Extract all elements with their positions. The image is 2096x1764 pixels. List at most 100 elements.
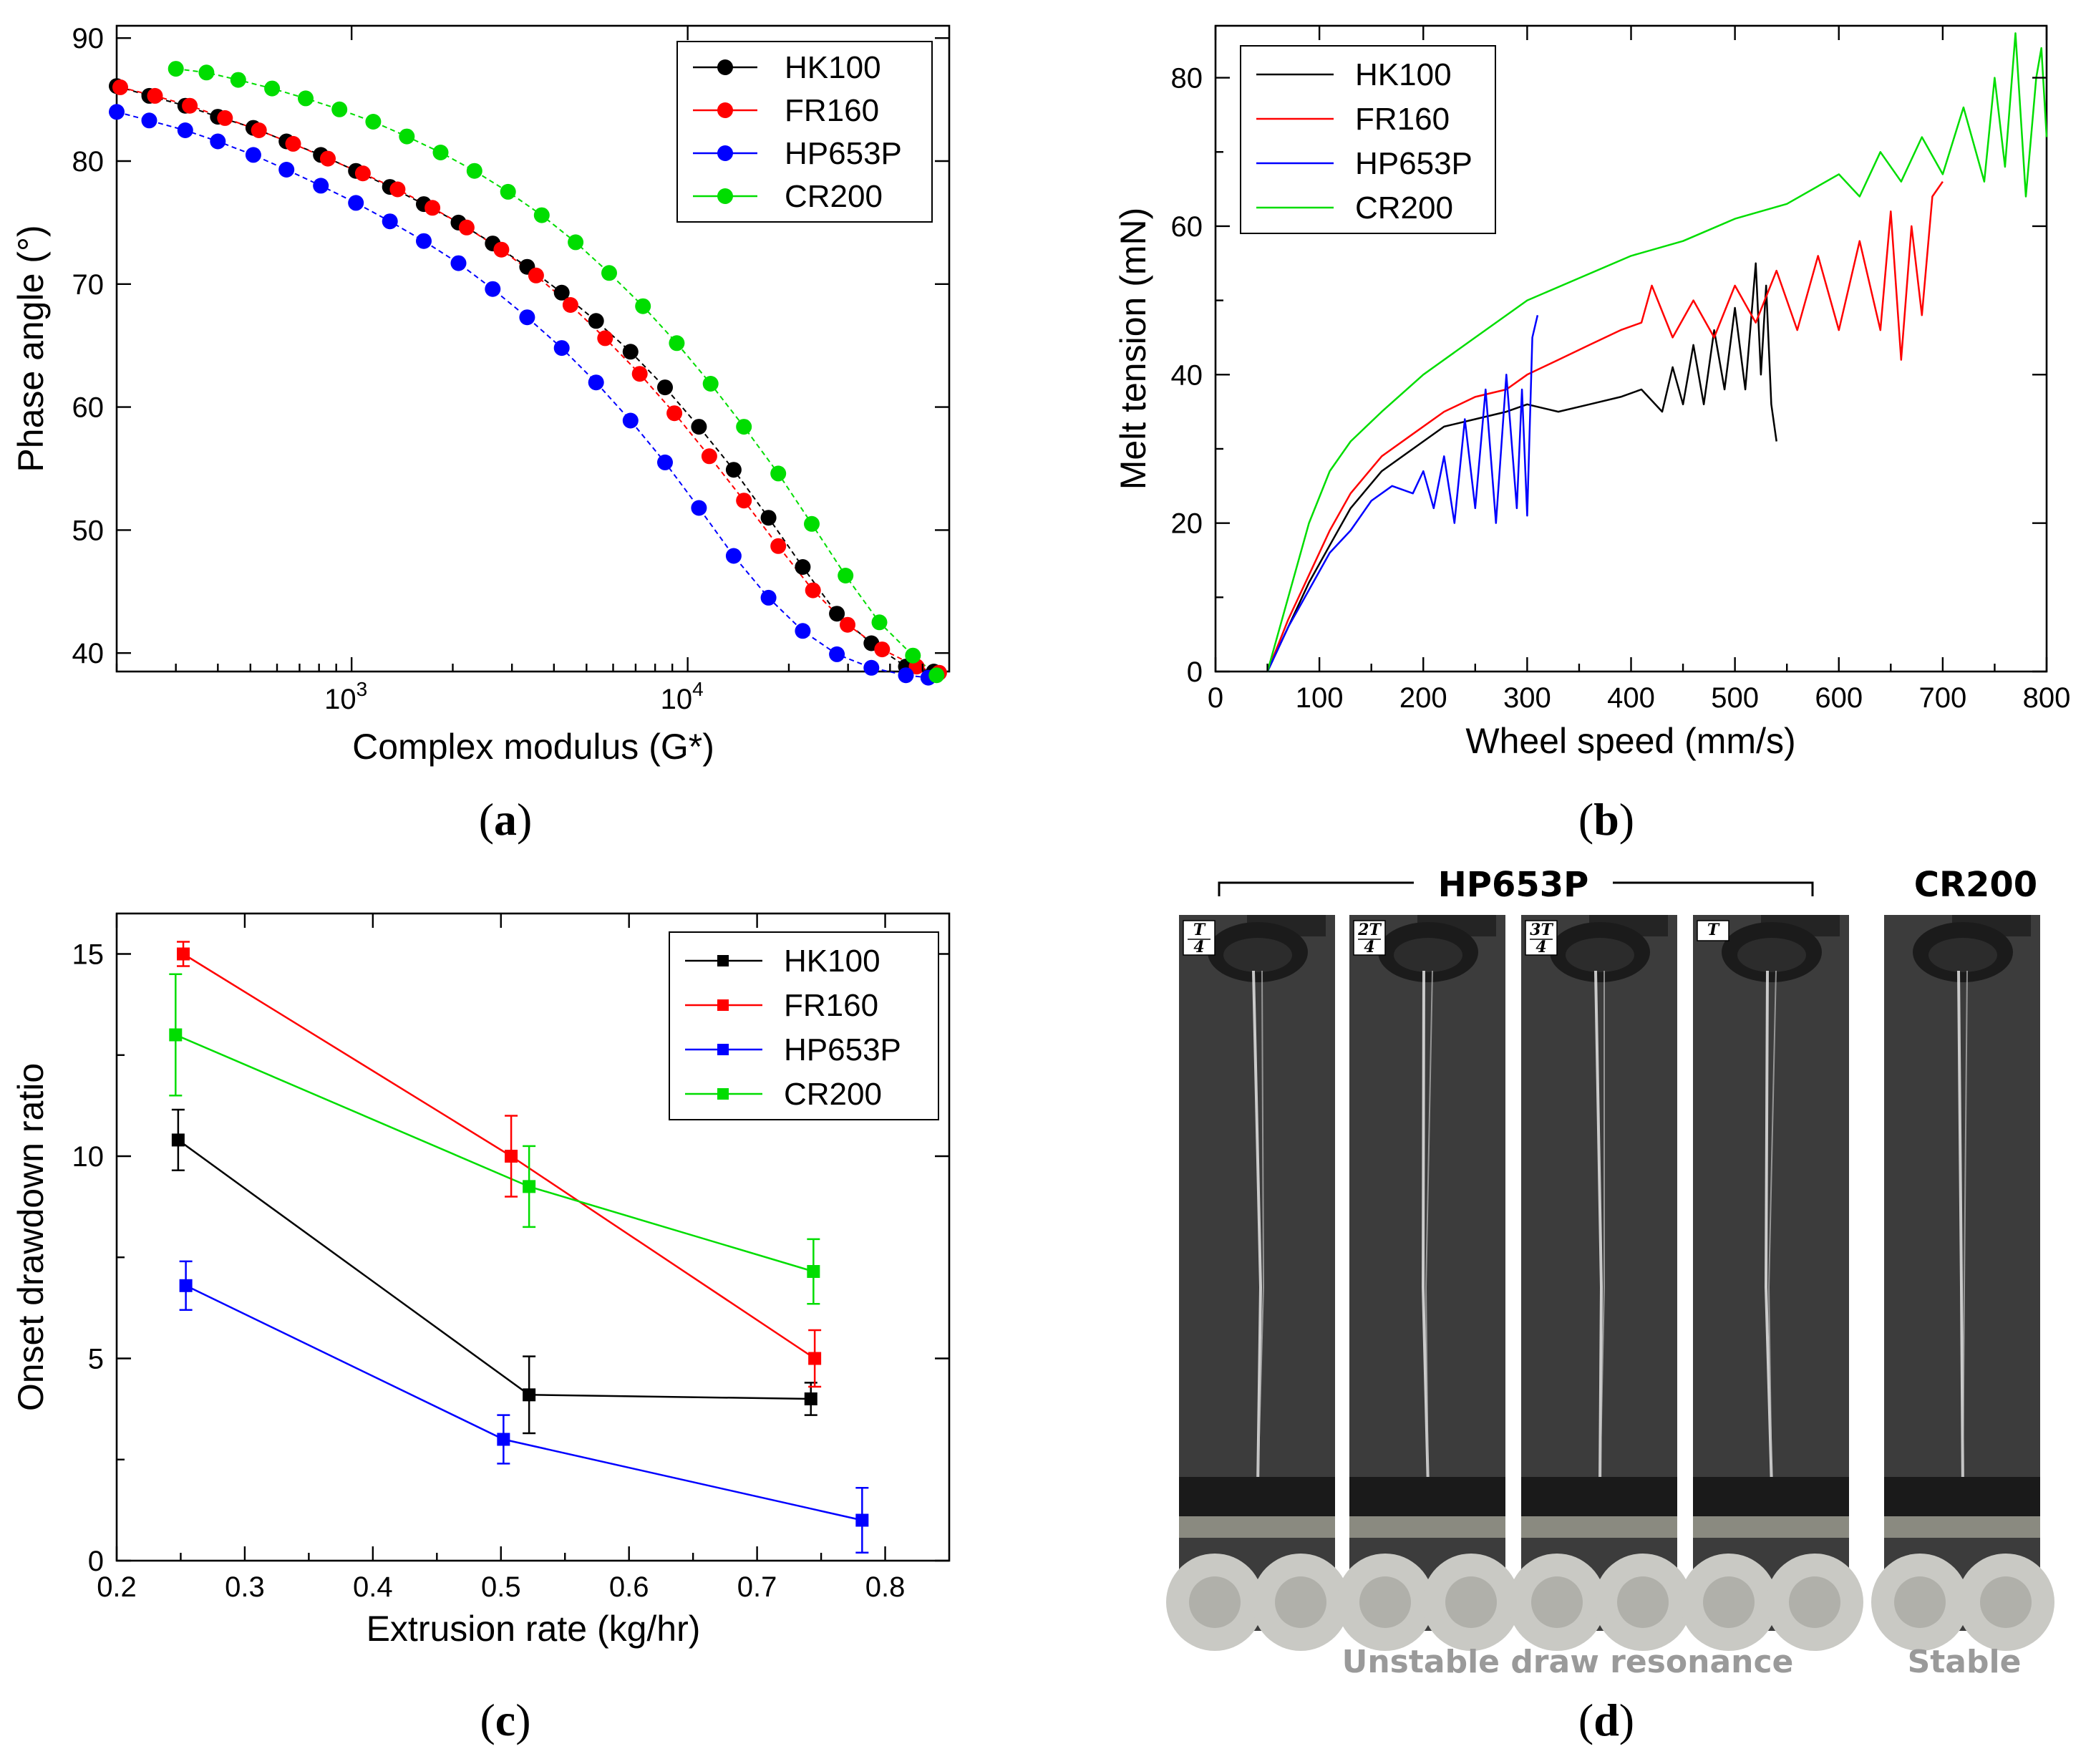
data-point-FR160 [424, 200, 441, 216]
y-tick-label: 80 [1171, 63, 1203, 94]
data-point-CR200 [365, 114, 382, 130]
data-point-CR200 [168, 61, 184, 77]
data-point-HP653P [588, 374, 604, 391]
legend-label: CR200 [784, 1077, 882, 1112]
x-tick-label: 104 [661, 678, 704, 715]
data-point-HP653P [141, 112, 157, 129]
x-tick-label: 0.5 [481, 1571, 521, 1603]
frame-period-numerator: 3T [1530, 921, 1553, 939]
data-point-HP653P [416, 233, 432, 249]
wheel-left-hub [1894, 1576, 1946, 1628]
y-tick-label: 40 [1171, 359, 1203, 391]
frame-period-denominator: 4 [1193, 938, 1204, 956]
y-tick-label: 60 [72, 392, 105, 424]
panel-c-caption: (c) [480, 1695, 530, 1745]
y-tick-label: 80 [72, 146, 105, 178]
data-point-CR200 [432, 145, 449, 160]
data-point-FR160 [217, 110, 233, 126]
wheel-right-hub [1445, 1576, 1497, 1628]
y-tick-label: 90 [72, 23, 105, 54]
panel-b-x-axis-label: Wheel speed (mm/s) [1465, 721, 1795, 761]
data-point-FR160 [808, 1352, 822, 1365]
legend-swatch-marker [717, 102, 733, 118]
frame-period-numerator: T [1707, 921, 1720, 939]
x-tick-label: 0 [1208, 682, 1223, 714]
extruder-die-face [1737, 938, 1806, 972]
y-tick-label: 10 [72, 1141, 105, 1173]
panel-a-x-axis-label: Complex modulus (G*) [352, 727, 714, 767]
data-point-HP653P [657, 454, 673, 470]
data-point-HP653P [898, 667, 914, 684]
legend-box [669, 931, 939, 1120]
data-point-FR160 [458, 219, 475, 236]
data-point-HP653P [245, 147, 261, 163]
data-point-FR160 [505, 1150, 518, 1163]
data-point-HP653P [691, 500, 707, 516]
x-tick-label: 700 [1919, 682, 1967, 714]
cr200-group-title: CR200 [1914, 865, 2037, 905]
extruder-die-face [1394, 938, 1462, 972]
legend-label: HK100 [1355, 57, 1452, 92]
data-point-HK100 [523, 1388, 536, 1402]
data-point-CR200 [905, 647, 921, 664]
y-tick-label: 40 [72, 638, 105, 669]
roller-assembly [1349, 1477, 1505, 1520]
legend-swatch-marker [717, 59, 733, 75]
legend-swatch-marker [717, 145, 733, 161]
data-point-HP653P [829, 646, 845, 662]
data-point-HP653P [313, 178, 329, 194]
data-point-HK100 [804, 1392, 817, 1405]
x-tick-label: 800 [2023, 682, 2071, 714]
series-line-CR200 [175, 68, 937, 676]
data-point-HK100 [725, 462, 742, 478]
panel-b-caption: (b) [1578, 794, 1634, 845]
series-line-HP653P [1266, 315, 1539, 672]
panel-c-legend: HK100 FR160 HP653P CR200 [669, 931, 939, 1120]
frame-period-label-box [1353, 920, 1386, 956]
data-point-CR200 [871, 614, 888, 631]
y-tick-label: 20 [1171, 508, 1203, 540]
data-point-CR200 [702, 376, 719, 392]
data-point-HK100 [829, 606, 845, 622]
data-point-CR200 [669, 335, 685, 352]
panel-c-y-axis-label: Onset drawdown ratio [11, 1063, 51, 1411]
data-point-CR200 [264, 80, 281, 97]
extruder-die-face [1223, 938, 1292, 972]
legend-label: CR200 [785, 179, 883, 214]
data-point-FR160 [285, 135, 301, 152]
data-point-FR160 [805, 582, 821, 598]
wheel-right-hub [1980, 1576, 2032, 1628]
legend-label: HK100 [785, 50, 881, 85]
data-point-FR160 [666, 405, 683, 422]
unstable-footer-label: Unstable draw resonance [1342, 1644, 1794, 1680]
photo-frame: T4 [1166, 915, 1349, 1651]
data-point-FR160 [354, 165, 371, 182]
panel-c-chart: 0.2 0.3 0.4 0.5 0.6 0.7 0.8 0 5 10 15 Extrusion r… [11, 912, 951, 1649]
photo-frame: 2T4 [1336, 915, 1520, 1651]
y-tick-label: 5 [88, 1344, 104, 1375]
x-tick-label: 500 [1711, 682, 1759, 714]
panel-b-legend: HK100 FR160 HP653P CR200 [1240, 45, 1496, 234]
data-point-FR160 [320, 150, 336, 167]
data-point-CR200 [523, 1180, 536, 1193]
data-point-CR200 [635, 298, 651, 314]
x-tick-label: 200 [1399, 682, 1447, 714]
frame-period-numerator: 2T [1357, 921, 1382, 939]
x-tick-label: 0.7 [737, 1571, 777, 1603]
data-point-HK100 [760, 510, 777, 526]
legend-swatch-marker [717, 1044, 729, 1055]
data-point-CR200 [169, 1028, 183, 1042]
wheel-left-hub [1703, 1576, 1755, 1628]
photo-frame: 3T4 [1508, 915, 1692, 1651]
melt-filament-edge [1599, 971, 1605, 1488]
x-tick-label: 0.3 [225, 1571, 265, 1603]
x-tick-label: 100 [1296, 682, 1344, 714]
x-tick-label: 0.2 [97, 1571, 137, 1603]
melt-filament-edge [1257, 970, 1265, 1488]
data-point-HP653P [177, 122, 193, 138]
frame-period-denominator: 4 [1364, 938, 1374, 956]
wheel-right-hub [1275, 1576, 1326, 1628]
y-tick-label: 50 [72, 515, 105, 546]
panel-a-y-axis-label: Phase angle (°) [11, 225, 51, 472]
